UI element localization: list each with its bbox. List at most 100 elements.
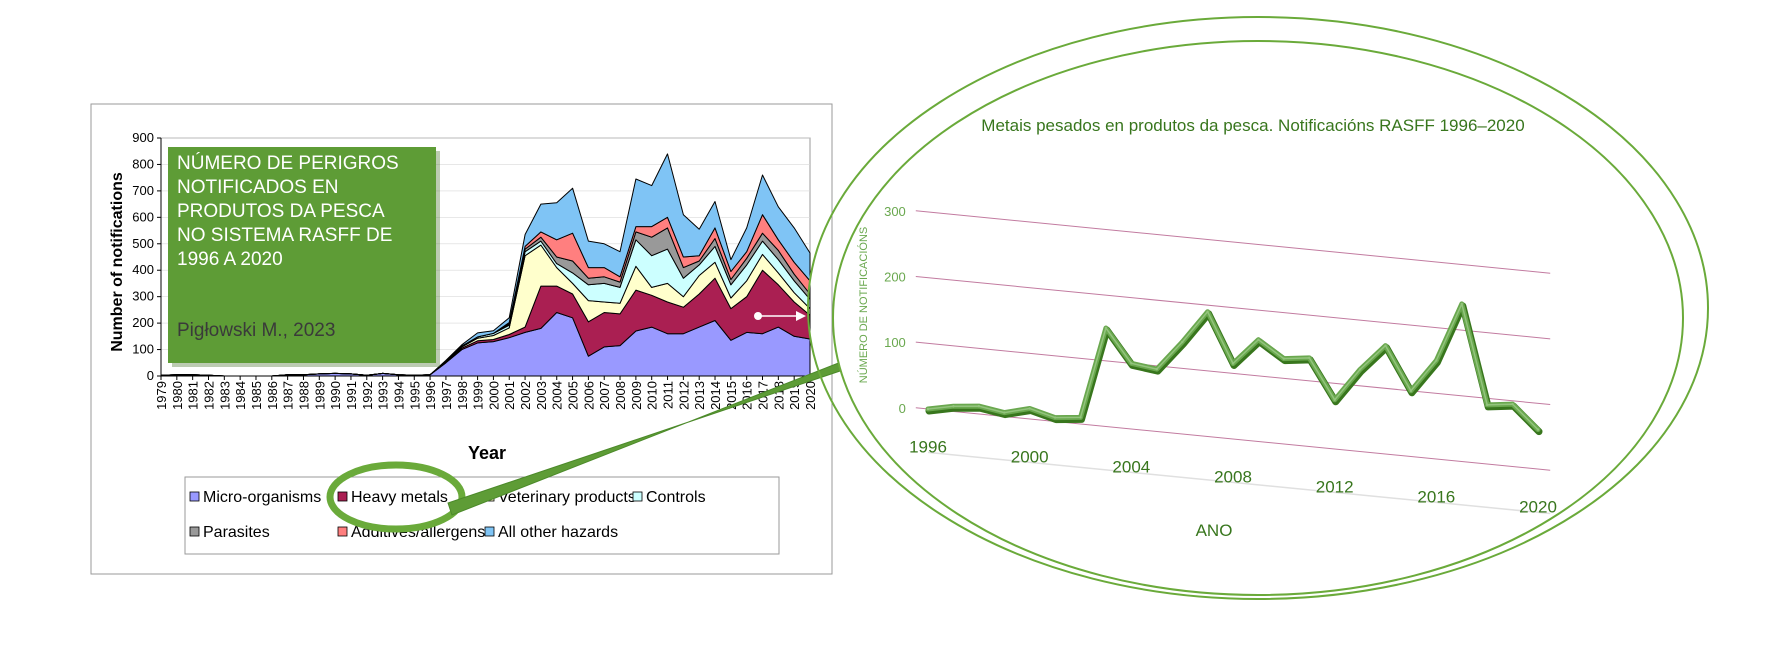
left-x-tick-label: 2010 xyxy=(645,381,660,410)
left-y-tick-label: 300 xyxy=(132,289,154,304)
inner-arrow-marker xyxy=(754,311,806,321)
line-point xyxy=(926,407,930,411)
outer-ellipse xyxy=(807,16,1709,600)
legend-swatch xyxy=(337,526,348,537)
left-x-axis-label: Year xyxy=(468,443,506,463)
right-y-axis-label: NÚMERO DE NOTIFICACIÓNS xyxy=(857,227,870,383)
left-x-tick-label: 2000 xyxy=(486,381,501,410)
right-x-tick-label: 1996 xyxy=(909,438,947,457)
overlay-title-line-5: 1996 A 2020 xyxy=(177,249,283,270)
line-point xyxy=(1206,310,1209,313)
left-x-tick-label: 1996 xyxy=(423,381,438,410)
line-point xyxy=(1536,428,1540,431)
right-y-tick-label: 200 xyxy=(884,269,906,284)
left-x-tick-label: 1987 xyxy=(281,381,296,410)
legend-label: Veterinary products xyxy=(498,489,636,506)
line-point xyxy=(1028,407,1031,410)
left-x-tick-label: 1998 xyxy=(455,381,470,410)
inner-arrow-head xyxy=(796,311,806,321)
line-point xyxy=(1435,359,1438,362)
left-y-tick-label: 0 xyxy=(147,368,154,383)
right-gridline xyxy=(915,275,1551,340)
line-point xyxy=(1282,357,1286,360)
left-x-tick-label: 2008 xyxy=(613,381,628,410)
left-y-tick-label: 600 xyxy=(132,209,154,224)
left-x-tick-label: 2009 xyxy=(629,381,644,410)
right-x-tick-label: 2000 xyxy=(1011,448,1049,467)
legend-swatch xyxy=(632,491,643,502)
left-x-tick-label: 1988 xyxy=(297,381,312,410)
overlay-title-line-2: NOTIFICADOS EN xyxy=(177,177,339,198)
left-x-tick-label: 2014 xyxy=(708,381,723,410)
left-x-tick-label: 2002 xyxy=(518,381,533,410)
line-point xyxy=(977,404,981,408)
line-point xyxy=(1155,367,1158,371)
left-x-tick-label: 1999 xyxy=(471,381,486,410)
legend-label: Heavy metals xyxy=(351,489,448,506)
left-x-tick-label: 1994 xyxy=(391,381,406,410)
right-gridline xyxy=(915,407,1551,471)
line-point xyxy=(1079,416,1082,419)
left-y-tick-label: 700 xyxy=(132,183,154,198)
left-x-tick-label: 1995 xyxy=(407,381,422,410)
legend-label: Micro-organisms xyxy=(203,489,321,506)
left-x-tick-label: 2004 xyxy=(550,381,565,410)
line-point xyxy=(1053,416,1057,419)
left-x-tick-label: 2015 xyxy=(724,381,739,410)
line-point xyxy=(1485,403,1489,407)
right-gridline xyxy=(915,210,1551,274)
left-y-axis-label: Number of notifications xyxy=(109,172,126,352)
left-y-tick-label: 100 xyxy=(132,342,154,357)
line-point xyxy=(1384,344,1387,347)
area-series-all-other-hazards xyxy=(160,153,811,377)
right-floor-edge xyxy=(927,451,1551,515)
right-x-axis-label: ANO xyxy=(1196,521,1233,540)
left-x-tick-label: 1981 xyxy=(186,381,201,410)
left-x-tick-label: 2007 xyxy=(597,381,612,410)
left-x-tick-label: 2019 xyxy=(787,381,802,410)
legend-swatch xyxy=(337,491,348,502)
left-x-tick-label: 2012 xyxy=(676,381,691,410)
left-x-tick-label: 1980 xyxy=(170,381,185,410)
left-x-tick-label: 2011 xyxy=(661,381,676,409)
left-x-tick-label: 1992 xyxy=(360,381,375,410)
left-x-tick-label: 1989 xyxy=(312,381,327,410)
line-point xyxy=(1333,398,1336,401)
left-legend: Micro-organisms Heavy metals Veterinary pr… xyxy=(184,476,780,555)
right-y-tick-label: 100 xyxy=(884,335,906,350)
legend-swatch xyxy=(189,526,200,537)
left-x-tick-label: 1979 xyxy=(154,381,169,410)
line-point xyxy=(1511,402,1514,406)
left-x-tick-label: 1985 xyxy=(249,381,264,410)
right-chart-title: Metais pesados en produtos da pesca. Not… xyxy=(981,116,1524,135)
left-y-tick-label: 900 xyxy=(132,130,154,145)
overlay-title-line-4: NO SISTEMA RASFF DE xyxy=(177,225,392,246)
inner-ellipse xyxy=(832,40,1684,596)
right-y-tick-label: 0 xyxy=(899,401,906,416)
left-x-tick-label: 1986 xyxy=(265,381,280,410)
overlay-title-box: NÚMERO DE PERIGROS NOTIFICADOS EN PRODUT… xyxy=(168,147,440,367)
legend-label: Controls xyxy=(646,489,706,506)
line-point xyxy=(952,405,955,408)
legend-swatch xyxy=(484,526,495,537)
line-point xyxy=(1130,362,1133,365)
right-x-tick-label: 2016 xyxy=(1417,488,1455,507)
overlay-box xyxy=(168,147,436,363)
left-x-tick-label: 2006 xyxy=(581,381,596,410)
left-x-tick-label: 1984 xyxy=(233,381,248,410)
heavy-metals-highlight-ring xyxy=(326,461,466,533)
line-point xyxy=(1180,340,1184,344)
left-x-tick-label: 1982 xyxy=(202,381,217,410)
left-x-tick-label: 2016 xyxy=(740,381,755,410)
legend-label: All other hazards xyxy=(498,524,618,541)
left-x-tick-label: 1993 xyxy=(376,381,391,410)
right-x-tick-label: 2008 xyxy=(1214,468,1252,487)
legend-label: Parasites xyxy=(203,524,270,541)
right-x-tick-label: 2004 xyxy=(1112,458,1150,477)
left-x-tick-label: 1991 xyxy=(344,381,359,410)
left-y-tick-label: 200 xyxy=(132,315,154,330)
overlay-credit: Pigłowski M., 2023 xyxy=(177,320,335,341)
left-y-tick-label: 500 xyxy=(132,236,154,251)
right-x-tick-label: 2020 xyxy=(1519,498,1557,517)
